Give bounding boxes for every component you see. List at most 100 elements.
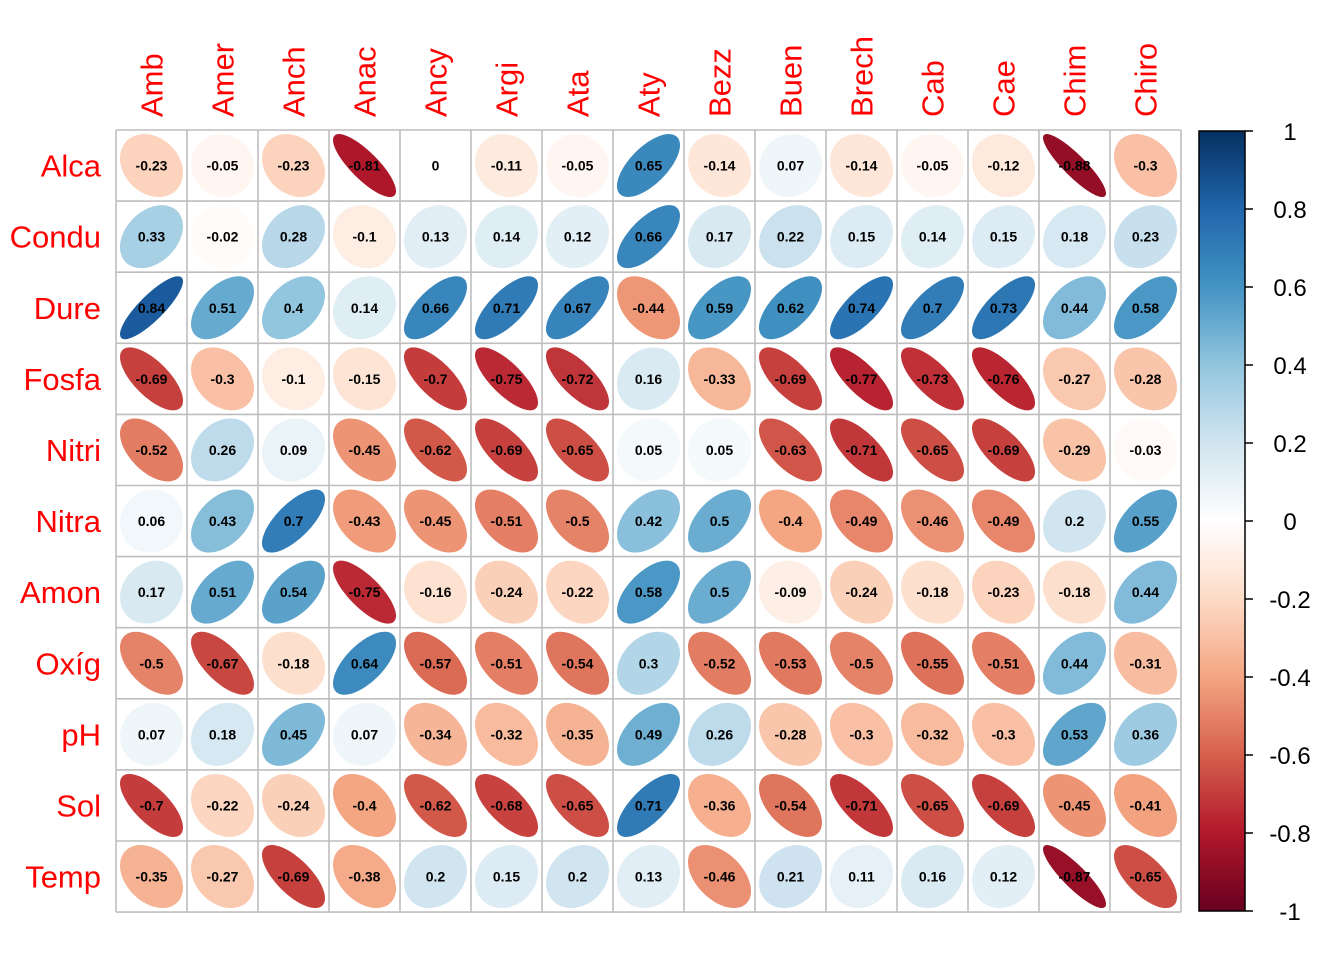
cell-value-Fosfa-Cab: -0.73 xyxy=(917,371,949,387)
cell-value-Nitra-Ata: -0.5 xyxy=(565,513,589,529)
cell-value-Nitra-Brech: -0.49 xyxy=(846,513,878,529)
cell-ellipse-Oxíg-Chiro xyxy=(1114,631,1178,695)
cell-value-Nitra-Anch: 0.7 xyxy=(284,513,304,529)
cell-ellipse-Dure-Ata xyxy=(546,276,610,340)
cell-ellipse-Nitri-Chim xyxy=(1043,418,1107,482)
cell-ellipse-pH-Argi xyxy=(475,702,539,766)
cell-value-Temp-Brech: 0.11 xyxy=(848,869,875,885)
cell-value-Oxíg-Chiro: -0.31 xyxy=(1130,655,1162,671)
cell-value-Nitra-Amb: 0.06 xyxy=(138,513,165,529)
cell-value-Dure-Aty: -0.44 xyxy=(633,300,665,316)
cell-ellipse-Sol-Ata xyxy=(546,773,610,837)
cell-value-Amon-Bezz: 0.5 xyxy=(710,584,730,600)
cell-ellipse-Condu-Amer xyxy=(190,205,254,269)
cell-value-pH-Amb: 0.07 xyxy=(138,726,165,742)
colorbar-tick-label: -0.8 xyxy=(1269,821,1310,848)
cell-value-Dure-Anac: 0.14 xyxy=(351,300,378,316)
cell-value-Sol-Anch: -0.24 xyxy=(278,797,310,813)
cell-value-Condu-Amer: -0.02 xyxy=(207,229,239,245)
cell-ellipse-Oxíg-Buen xyxy=(758,631,822,695)
cell-value-Temp-Bezz: -0.46 xyxy=(704,869,736,885)
cell-ellipse-Amon-Ata xyxy=(546,560,610,624)
cell-value-pH-Bezz: 0.26 xyxy=(706,726,733,742)
cell-ellipse-pH-Brech xyxy=(830,702,894,766)
cell-value-Sol-Anac: -0.4 xyxy=(352,797,376,813)
cell-ellipse-Nitra-Cab xyxy=(901,489,965,553)
cell-value-pH-Argi: -0.32 xyxy=(491,726,523,742)
cell-ellipse-Fosfa-Ata xyxy=(545,347,609,411)
cell-value-Alca-Anch: -0.23 xyxy=(278,158,310,174)
cell-value-Temp-Cab: 0.16 xyxy=(919,869,946,885)
cell-ellipse-Dure-Ancy xyxy=(404,276,468,340)
cell-value-Nitri-Ata: -0.65 xyxy=(562,442,594,458)
cell-value-pH-Brech: -0.3 xyxy=(849,726,873,742)
cell-ellipse-Alca-Brech xyxy=(829,134,893,198)
cell-ellipse-Temp-Chiro xyxy=(1113,845,1177,909)
cell-ellipse-Temp-Chim xyxy=(1043,845,1107,909)
cell-ellipse-pH-Cae xyxy=(972,702,1036,766)
cell-ellipse-Nitri-Amb xyxy=(120,418,184,482)
cell-value-Alca-Brech: -0.14 xyxy=(846,158,878,174)
cell-ellipse-Temp-Amb xyxy=(120,845,184,909)
cell-ellipse-Fosfa-Anac xyxy=(332,347,396,411)
cell-ellipse-Nitri-Cab xyxy=(901,418,965,482)
cell-ellipse-Dure-Amer xyxy=(191,276,255,340)
cell-value-Oxíg-Amer: -0.67 xyxy=(207,655,239,671)
cell-value-Temp-Cae: 0.12 xyxy=(990,869,1017,885)
cell-value-Nitri-Chim: -0.29 xyxy=(1059,442,1091,458)
cell-ellipse-Temp-Brech xyxy=(829,845,893,909)
cell-ellipse-Condu-Cab xyxy=(900,205,964,269)
cell-ellipse-Alca-Anch xyxy=(262,134,326,198)
cell-value-Temp-Ata: 0.2 xyxy=(568,869,588,885)
cell-value-pH-Chim: 0.53 xyxy=(1061,726,1088,742)
cell-value-Alca-Anac: -0.81 xyxy=(349,158,381,174)
cell-ellipse-Nitri-Anch xyxy=(262,418,326,482)
cell-value-Alca-Amb: -0.23 xyxy=(136,158,168,174)
cell-ellipse-Dure-Argi xyxy=(475,276,539,340)
cell-ellipse-Nitra-Cae xyxy=(972,489,1036,553)
cell-value-Nitra-Amer: 0.43 xyxy=(209,513,236,529)
cell-ellipse-Sol-Bezz xyxy=(688,773,752,837)
cell-value-Nitra-Ancy: -0.45 xyxy=(420,513,452,529)
cell-value-Sol-Argi: -0.68 xyxy=(491,797,523,813)
cell-value-Condu-Bezz: 0.17 xyxy=(706,229,733,245)
cell-ellipse-pH-Cab xyxy=(901,702,965,766)
cell-ellipse-Oxíg-Ata xyxy=(545,631,609,695)
colorbar-tick-label: 0.8 xyxy=(1273,197,1306,224)
cell-ellipse-Condu-Chiro xyxy=(1114,205,1178,269)
colorbar-tick-label: -0.6 xyxy=(1269,743,1310,770)
cell-value-Sol-Cab: -0.65 xyxy=(917,797,949,813)
cell-ellipse-pH-Aty xyxy=(617,702,681,766)
cell-value-Temp-Ancy: 0.2 xyxy=(426,869,446,885)
cell-ellipse-pH-Amb xyxy=(119,702,183,766)
cell-value-Condu-Brech: 0.15 xyxy=(848,229,875,245)
colorbar-tick-label: 0.6 xyxy=(1273,275,1306,302)
cell-value-Fosfa-Bezz: -0.33 xyxy=(704,371,736,387)
column-label-Aty: Aty xyxy=(632,72,667,117)
cell-ellipse-Oxíg-Argi xyxy=(474,631,538,695)
cell-ellipse-Condu-Ata xyxy=(545,205,609,269)
cell-value-Temp-Chim: -0.87 xyxy=(1059,869,1091,885)
cell-ellipse-Oxíg-Cae xyxy=(972,631,1036,695)
cell-value-Fosfa-Aty: 0.16 xyxy=(635,371,662,387)
cell-ellipse-Nitra-Anch xyxy=(261,489,325,553)
cell-value-Nitra-Cae: -0.49 xyxy=(988,513,1020,529)
cell-value-Fosfa-Brech: -0.77 xyxy=(846,371,878,387)
cell-ellipse-Dure-Chiro xyxy=(1114,276,1178,340)
column-label-Bezz: Bezz xyxy=(703,48,738,117)
cell-value-Nitra-Bezz: 0.5 xyxy=(710,513,730,529)
colorbar-tick-label: 0.2 xyxy=(1273,431,1306,458)
column-label-Ancy: Ancy xyxy=(419,48,454,117)
cell-value-Fosfa-Argi: -0.75 xyxy=(491,371,523,387)
cell-value-Temp-Aty: 0.13 xyxy=(635,869,662,885)
cell-value-Sol-Amb: -0.7 xyxy=(139,797,163,813)
cell-ellipse-Dure-Cab xyxy=(900,276,964,340)
cell-ellipse-Alca-Aty xyxy=(617,134,681,198)
cell-ellipse-Amon-Amer xyxy=(191,560,255,624)
cell-ellipse-Condu-Amb xyxy=(119,205,183,269)
cell-ellipse-Temp-Anac xyxy=(332,845,396,909)
cell-ellipse-Sol-Amer xyxy=(191,773,255,837)
cell-ellipse-pH-Amer xyxy=(190,702,254,766)
cell-value-Nitri-Amer: 0.26 xyxy=(209,442,236,458)
cell-value-Temp-Argi: 0.15 xyxy=(493,869,520,885)
